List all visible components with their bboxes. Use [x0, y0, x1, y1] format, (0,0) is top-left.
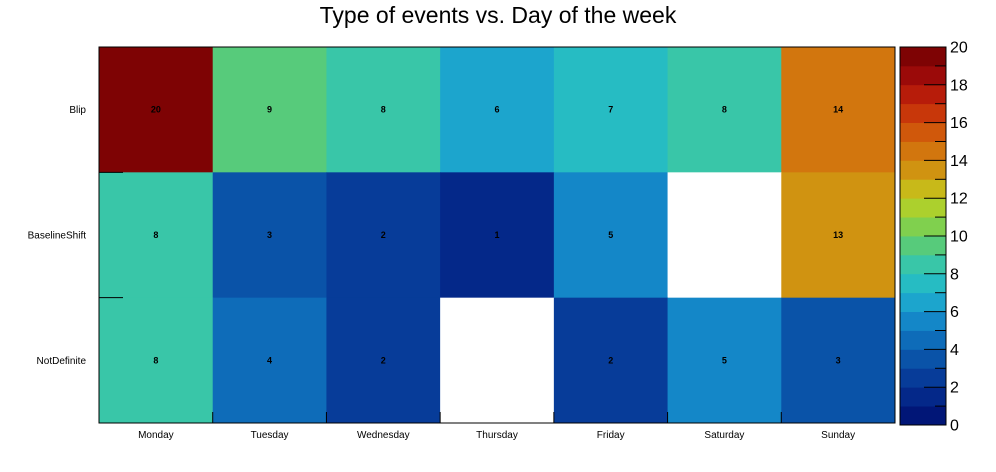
heatmap-cell: [99, 172, 214, 299]
cell-value-label: 13: [833, 230, 843, 240]
heatmap-cell: [553, 172, 669, 299]
color-scale-swatch: [900, 273, 946, 294]
heatmap-cell: [440, 297, 555, 424]
cell-value-label: 2: [381, 355, 386, 365]
color-scale-swatch: [900, 179, 946, 199]
x-axis-label: Thursday: [476, 430, 518, 441]
color-scale-swatch: [900, 387, 946, 407]
cell-value-label: 4: [267, 355, 272, 365]
cell-value-label: 8: [153, 230, 158, 240]
color-scale-label: 10: [950, 229, 968, 246]
x-axis-label: Monday: [138, 430, 174, 441]
color-scale-swatch: [900, 292, 946, 312]
color-scale-swatch: [900, 122, 946, 142]
cell-value-labels: 20 9 8 6 7 8 14 8 3 2 1 5 13 8 4 2 2 5 3: [151, 105, 843, 366]
heatmap-cell: [667, 47, 782, 173]
x-axis-label: Tuesday: [251, 430, 289, 441]
heatmap-cell: [440, 47, 555, 173]
color-scale-swatch: [900, 311, 946, 331]
heatmap-cell: [781, 47, 896, 173]
heatmap-cell: [553, 297, 669, 424]
heatmap-cell: [781, 297, 896, 424]
color-scale-swatch: [900, 349, 946, 369]
color-scale-swatch: [900, 84, 946, 105]
plot-frame: [98, 46, 896, 424]
cell-value-label: 1: [494, 230, 499, 240]
color-scale-swatch: [900, 368, 946, 388]
cell-value-label: 3: [836, 355, 841, 365]
color-scale-swatch: [900, 198, 946, 218]
cell-value-label: 5: [608, 230, 613, 240]
x-axis-labels: Monday Tuesday Wednesday Thursday Friday Satu…: [138, 430, 855, 441]
color-scale-swatch: [900, 141, 946, 161]
color-scale-swatch: [900, 406, 946, 426]
heatmap-cell: [553, 47, 669, 173]
color-scale-swatch: [900, 47, 946, 67]
color-scale-label: 16: [950, 115, 968, 132]
heatmap-cell: [667, 172, 782, 299]
heatmap-cell: [99, 297, 214, 424]
color-scale-label: 6: [950, 304, 959, 321]
color-scale-label: 2: [950, 380, 959, 397]
cell-value-label: 7: [608, 105, 613, 115]
color-scale-swatch: [900, 65, 946, 86]
heatmap-cell: [212, 297, 327, 424]
cell-value-label: 8: [153, 355, 158, 365]
color-scale-swatch: [900, 160, 946, 180]
heatmap-cell: [212, 172, 327, 299]
cell-value-label: 2: [381, 230, 386, 240]
color-scale-swatch: [900, 330, 946, 350]
y-axis-labels: Blip BaselineShift NotDefinite: [28, 105, 87, 367]
heatmap-cell: [781, 172, 896, 299]
x-axis-label: Friday: [597, 430, 625, 441]
heatmap-cells: [99, 47, 896, 424]
heatmap-cell: [99, 47, 214, 173]
x-axis-label: Wednesday: [357, 430, 410, 441]
heatmap-cell: [212, 47, 327, 173]
cell-value-label: 5: [722, 355, 727, 365]
heatmap-cell: [440, 172, 555, 299]
color-scale-label: 0: [950, 418, 959, 435]
heatmap-cell: [326, 172, 441, 299]
cell-value-label: 9: [267, 105, 272, 115]
color-scale-bar: [899, 46, 947, 426]
cell-value-label: 2: [608, 355, 613, 365]
chart-title: Type of events vs. Day of the week: [320, 2, 677, 28]
x-axis-label: Saturday: [704, 430, 744, 441]
plot-axes: [98, 46, 896, 424]
y-axis-label: NotDefinite: [37, 356, 87, 367]
cell-value-label: 8: [381, 105, 386, 115]
color-scale-label: 20: [950, 40, 968, 57]
cell-value-label: 3: [267, 230, 272, 240]
cell-value-label: 20: [151, 105, 161, 115]
color-scale-label: 18: [950, 77, 968, 94]
color-scale-label: 4: [950, 342, 959, 359]
cell-value-label: 8: [722, 105, 727, 115]
color-scale-swatch: [900, 217, 946, 237]
heatmap-cell: [326, 297, 441, 424]
cell-value-label: 6: [494, 105, 499, 115]
y-axis-label: Blip: [69, 105, 86, 116]
x-axis-label: Sunday: [821, 430, 855, 441]
color-scale-label: 12: [950, 191, 968, 208]
color-scale-swatch: [900, 254, 946, 275]
y-axis-label: BaselineShift: [28, 231, 87, 242]
cell-value-label: 14: [833, 105, 843, 115]
heatmap-cell: [326, 47, 441, 173]
color-scale-swatch: [900, 103, 946, 123]
color-scale-label: 14: [950, 153, 968, 170]
heatmap-cell: [667, 297, 782, 424]
color-scale-labels: 0 2 4 6 8 10 12 14 16 18 20: [950, 40, 968, 435]
color-scale-label: 8: [950, 266, 959, 283]
color-scale-swatch: [900, 236, 946, 256]
